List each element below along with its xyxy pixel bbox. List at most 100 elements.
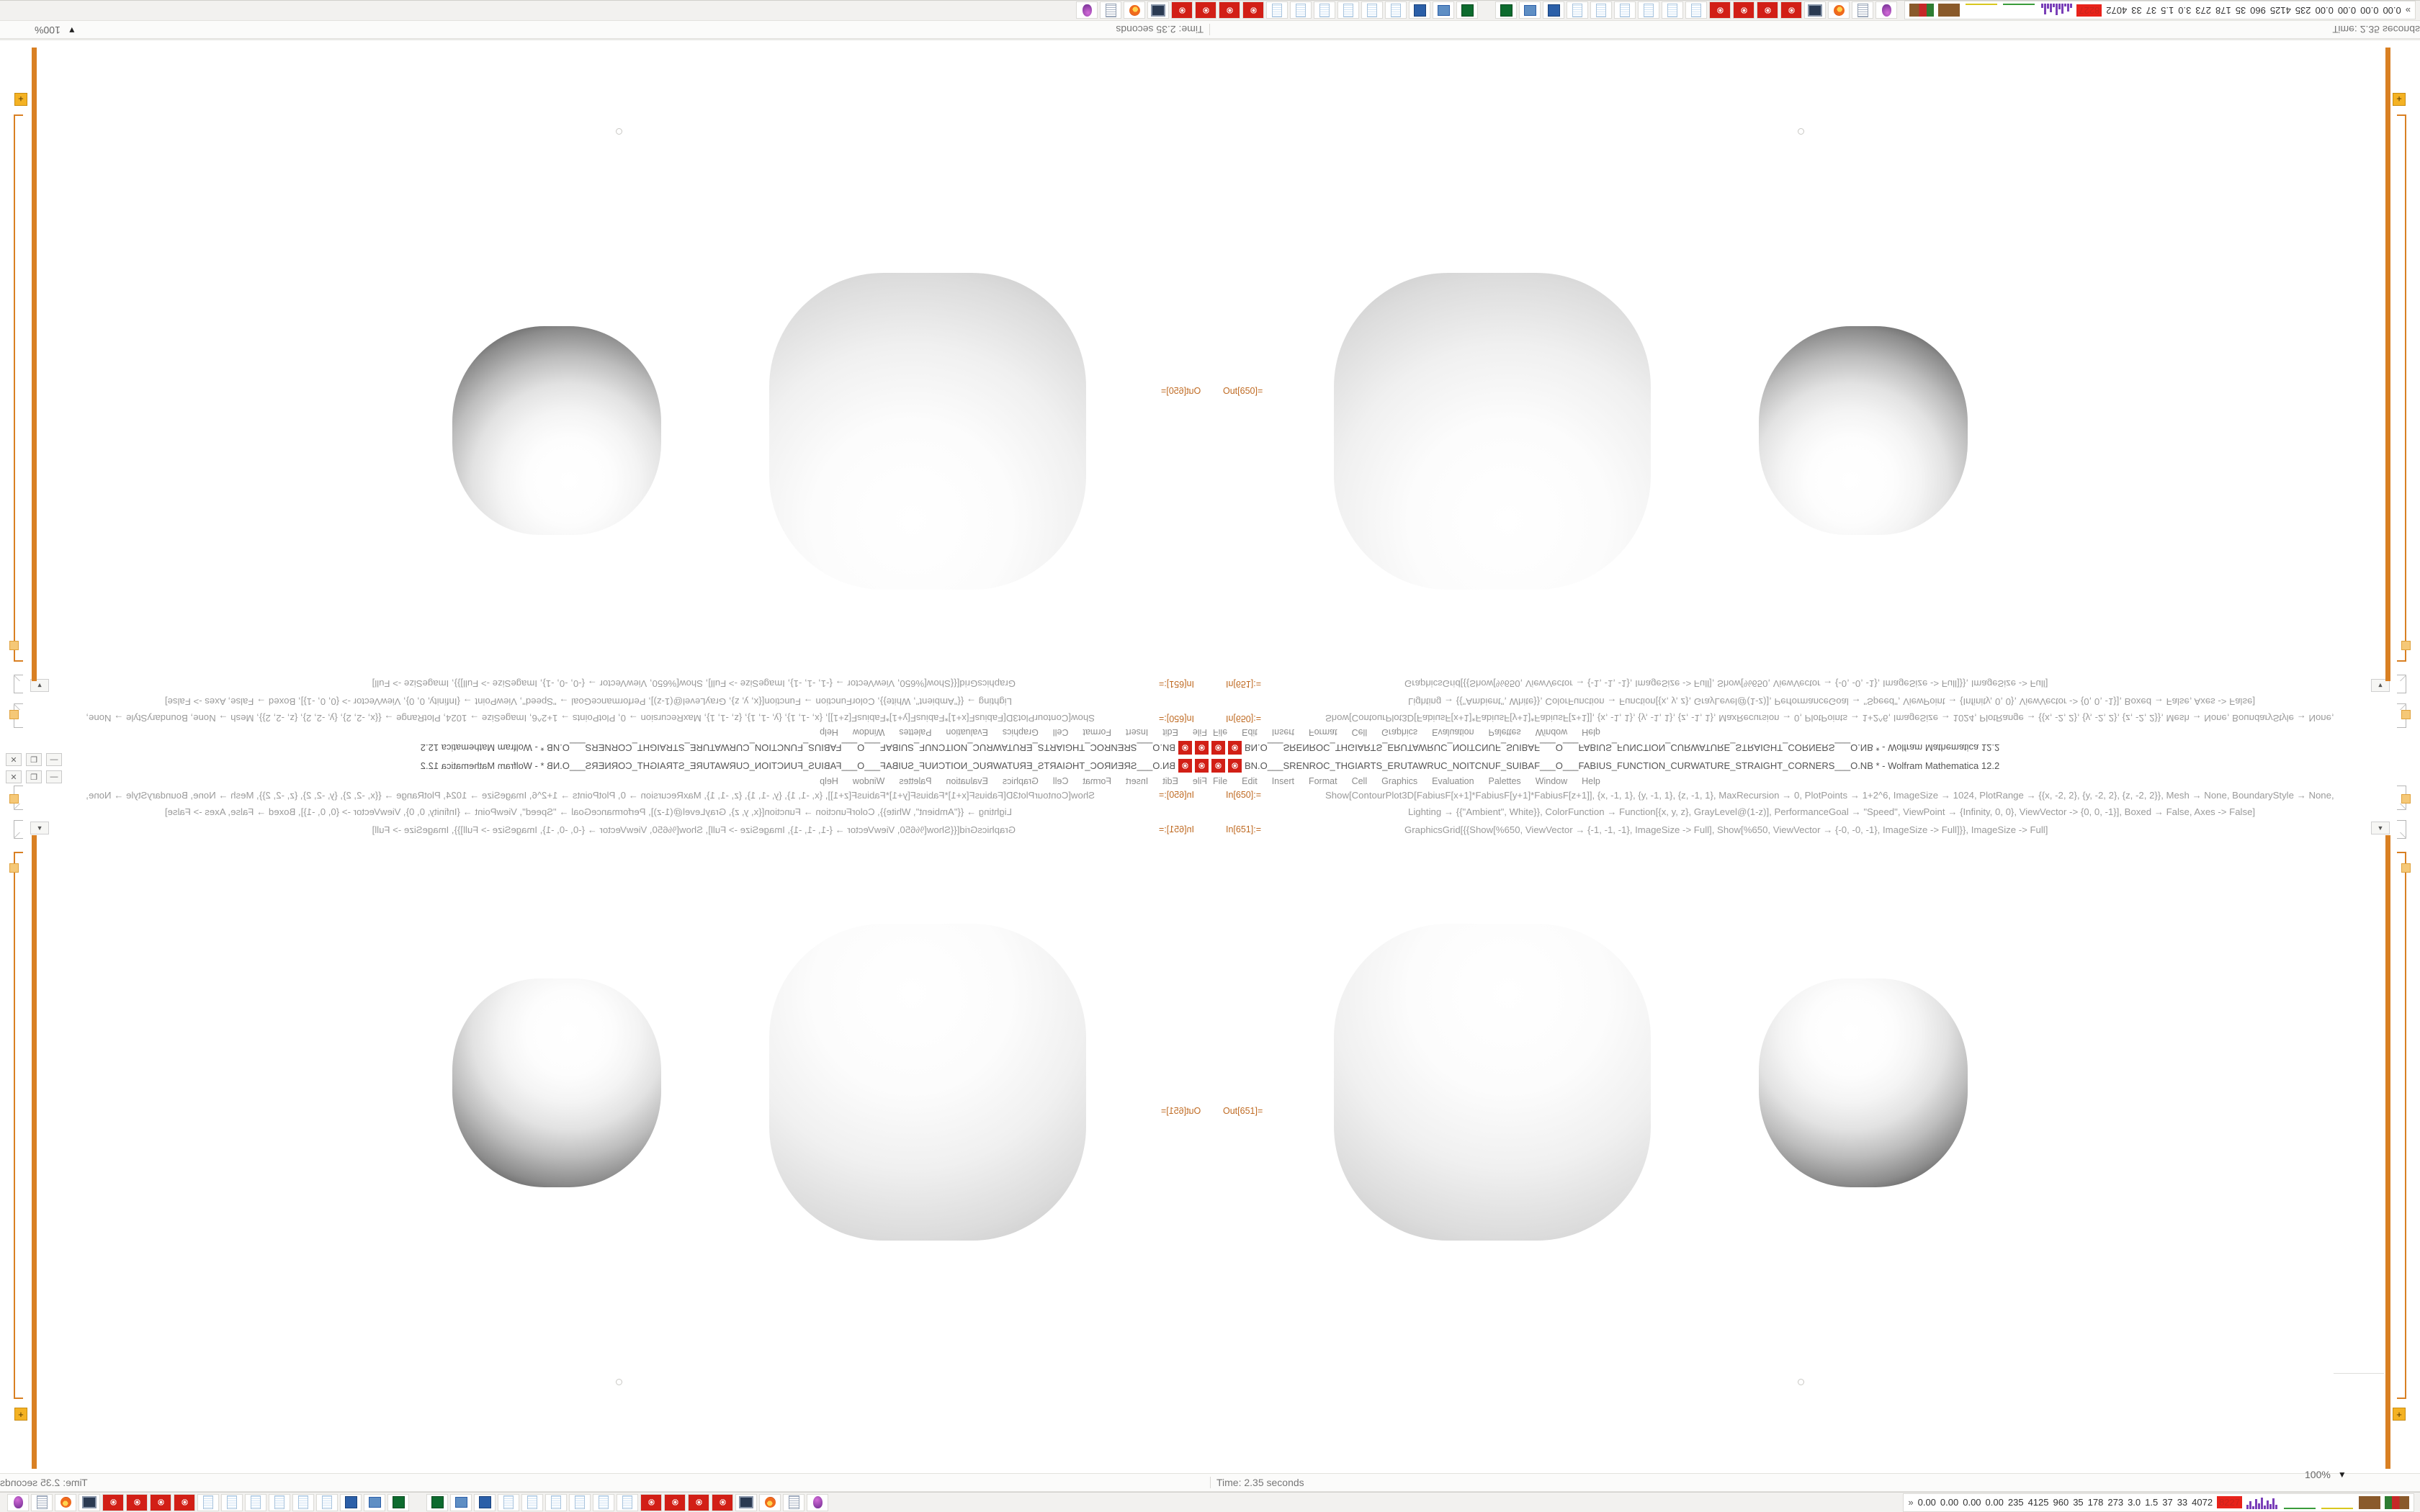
- menu-item-help[interactable]: Help: [1582, 727, 1600, 737]
- close-button[interactable]: ✕: [6, 753, 22, 766]
- menu-bar[interactable]: File Edit Insert Format Cell Graphics Ev…: [1210, 725, 2420, 739]
- firefox-icon[interactable]: [1828, 1, 1850, 19]
- fabius-surface-top-view[interactable]: [452, 978, 661, 1187]
- menu-item-cell[interactable]: Cell: [1052, 727, 1069, 737]
- menu-item-format[interactable]: Format: [1083, 776, 1112, 786]
- menu-item-file[interactable]: File: [1192, 727, 1207, 737]
- cell-input-651[interactable]: In[651]:=: [1226, 679, 1261, 689]
- zoom-control-bottom[interactable]: 100% ▼: [2305, 1469, 2347, 1480]
- mathematica-icon[interactable]: [1178, 758, 1192, 773]
- notebook-quadrant-bottom-left[interactable]: BN.O___SRENROC_THGIARTS_ERUTAWRUC_NOITCN…: [0, 757, 1210, 1473]
- user-avatar-icon[interactable]: [1876, 1, 1898, 19]
- system-monitor-top[interactable]: » 0.00 0.00 0.00 0.00 235 4125 960 35 17…: [1904, 1, 2416, 20]
- document-icon[interactable]: [1852, 1, 1874, 19]
- notebook-window[interactable]: BN.O___SRENROC_THGIARTS_ERUTAWRUC_NOITCN…: [1210, 757, 2420, 1473]
- cell-bracket-selected[interactable]: [14, 852, 23, 1399]
- mathematica-icon[interactable]: [1757, 1, 1779, 19]
- menu-item-edit[interactable]: Edit: [1242, 727, 1258, 737]
- cell-input-650[interactable]: In[650]:=: [1159, 790, 1194, 800]
- menu-bar[interactable]: File Edit Insert Format Cell Graphics Ev…: [1210, 774, 2420, 788]
- cell-bracket[interactable]: [14, 675, 23, 693]
- cell-bracket-selected[interactable]: [2397, 114, 2406, 662]
- selection-rail-left-top[interactable]: [32, 48, 37, 681]
- notebook-window-mirror-h[interactable]: BN.O___SRENROC_THGIARTS_ERUTAWRUC_NOITCN…: [0, 757, 1210, 1473]
- cell-input-651[interactable]: In[651]:=: [1159, 824, 1194, 834]
- mathematica-icon[interactable]: [150, 1493, 171, 1511]
- window-title-bar[interactable]: BN.O___SRENROC_THGIARTS_ERUTAWRUC_NOITCN…: [1210, 739, 2420, 757]
- menu-item-cell[interactable]: Cell: [1052, 776, 1069, 786]
- user-avatar-icon[interactable]: [7, 1493, 29, 1511]
- firefox-icon[interactable]: [759, 1493, 781, 1511]
- mathematica-icon[interactable]: [664, 1493, 686, 1511]
- chevron-down-icon[interactable]: ▼: [2337, 1470, 2347, 1480]
- taskbar-bottom[interactable]: » 0.00 0.00 0.00 0.00 235 4125 960 35 17…: [0, 1492, 2420, 1512]
- terminal-icon[interactable]: [426, 1493, 448, 1511]
- user-avatar-icon[interactable]: [1076, 1, 1098, 19]
- system-monitor-bottom[interactable]: » 0.00 0.00 0.00 0.00 235 4125 960 35 17…: [1903, 1493, 2414, 1512]
- mathematica-icon[interactable]: [1780, 1, 1803, 19]
- mathematica-icon[interactable]: [1211, 758, 1225, 773]
- cell-input-650[interactable]: In[650]:=: [1226, 790, 1261, 800]
- notebook-content[interactable]: In[650]:= Show[ContourPlot3D[FabiusF[x+1…: [1210, 40, 2420, 728]
- cell-input-651[interactable]: In[651]:=: [1226, 824, 1261, 834]
- mathematica-icon[interactable]: [1171, 1, 1193, 19]
- tray-icon-group-bottom-b[interactable]: [426, 1493, 828, 1511]
- mathematica-icon[interactable]: [1219, 1, 1241, 19]
- insert-cell-button[interactable]: +: [14, 93, 27, 106]
- menu-bar[interactable]: File Edit Insert Format Cell Graphics Ev…: [0, 774, 1210, 788]
- notebook-quadrant-bottom-right[interactable]: BN.O___SRENROC_THGIARTS_ERUTAWRUC_NOITCN…: [1210, 757, 2420, 1473]
- remote-desktop-icon[interactable]: [79, 1493, 100, 1511]
- fabius-surface-top-view[interactable]: [1759, 326, 1968, 535]
- cell-input-650[interactable]: In[650]:=: [1226, 714, 1261, 724]
- menu-item-file[interactable]: File: [1192, 776, 1207, 786]
- cell-code-650[interactable]: Show[ContourPlot3D[FabiusF[x+1]*FabiusF[…: [86, 696, 1095, 724]
- insert-cell-button[interactable]: +: [2393, 93, 2406, 106]
- insert-cell-button[interactable]: +: [14, 1408, 27, 1421]
- menu-item-window[interactable]: Window: [1535, 727, 1568, 737]
- save-icon[interactable]: [1543, 1, 1565, 19]
- cell-input-651[interactable]: In[651]:=: [1159, 679, 1194, 689]
- document-icon[interactable]: [31, 1493, 53, 1511]
- remote-desktop-icon[interactable]: [735, 1493, 757, 1511]
- window-controls-row1[interactable]: ✕ ❐ —: [6, 753, 62, 766]
- menu-item-evaluation[interactable]: Evaluation: [946, 727, 988, 737]
- notebook-icon[interactable]: [545, 1493, 567, 1511]
- menu-item-format[interactable]: Format: [1083, 727, 1112, 737]
- notebook-icon[interactable]: [316, 1493, 338, 1511]
- menu-item-palettes[interactable]: Palettes: [899, 776, 932, 786]
- user-avatar-icon[interactable]: [807, 1493, 828, 1511]
- mathematica-icon[interactable]: [126, 1493, 148, 1511]
- notebook-icon[interactable]: [1266, 1, 1289, 19]
- restore-button[interactable]: ❐: [26, 770, 42, 783]
- display-icon[interactable]: [1519, 1, 1541, 19]
- collapse-cell-button[interactable]: ▼: [30, 822, 49, 834]
- notebook-icon[interactable]: [1614, 1, 1636, 19]
- display-icon[interactable]: [1433, 1, 1455, 19]
- notebook-icon[interactable]: [1685, 1, 1708, 19]
- selection-rail-left-bottom[interactable]: [32, 835, 37, 1469]
- window-controls-row2[interactable]: ✕ ❐ —: [6, 770, 62, 783]
- cell-code-651[interactable]: GraphicsGrid[{{Show[%650, ViewVector → {…: [372, 824, 1016, 835]
- menu-item-palettes[interactable]: Palettes: [899, 727, 932, 737]
- sysmon-chevron-icon[interactable]: »: [1908, 1497, 1914, 1508]
- firefox-icon[interactable]: [1124, 1, 1146, 19]
- terminal-icon[interactable]: [387, 1493, 409, 1511]
- notebook-icon[interactable]: [521, 1493, 543, 1511]
- menu-item-graphics[interactable]: Graphics: [1381, 727, 1418, 737]
- menu-item-evaluation[interactable]: Evaluation: [1432, 776, 1474, 786]
- menu-item-format[interactable]: Format: [1308, 727, 1337, 737]
- fabius-surface-corner-view[interactable]: [1334, 924, 1651, 1241]
- collapse-cell-button[interactable]: ▼: [2371, 822, 2390, 834]
- mathematica-icon[interactable]: [712, 1493, 733, 1511]
- cell-code-650[interactable]: Show[ContourPlot3D[FabiusF[x+1]*FabiusF[…: [1325, 790, 2334, 817]
- display-icon[interactable]: [450, 1493, 472, 1511]
- menu-item-cell[interactable]: Cell: [1351, 727, 1368, 737]
- mathematica-icon[interactable]: [1733, 1, 1755, 19]
- cell-code-651[interactable]: GraphicsGrid[{{Show[%650, ViewVector → {…: [1404, 678, 2048, 689]
- mathematica-icon[interactable]: [1228, 741, 1242, 755]
- menu-item-graphics[interactable]: Graphics: [1002, 776, 1039, 786]
- mathematica-icon[interactable]: [1242, 1, 1265, 19]
- minimize-button[interactable]: —: [46, 770, 62, 783]
- mathematica-icon[interactable]: [640, 1493, 662, 1511]
- terminal-icon[interactable]: [1456, 1, 1479, 19]
